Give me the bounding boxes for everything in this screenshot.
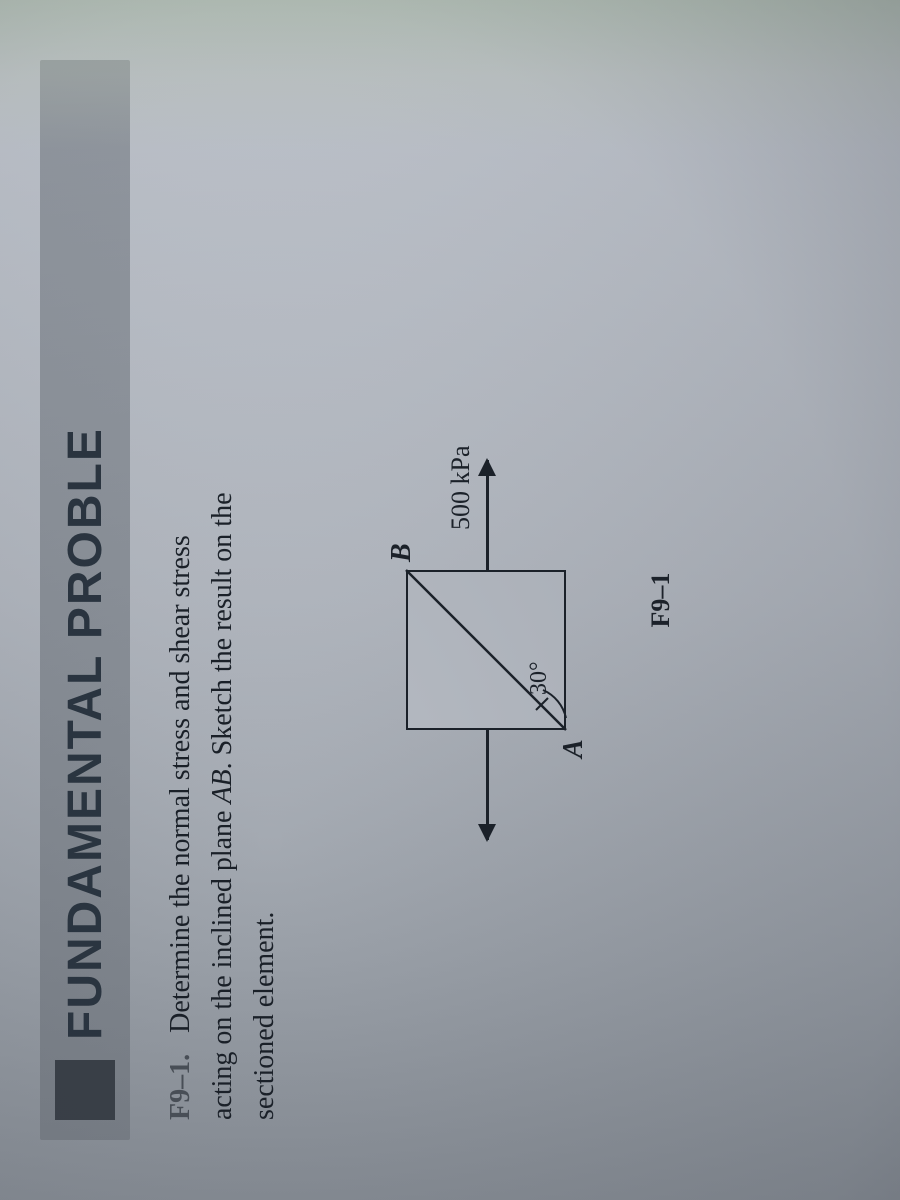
inclined-plane-line bbox=[406, 570, 566, 730]
point-b-label: B bbox=[386, 543, 418, 562]
point-a-label: A bbox=[558, 739, 590, 758]
stress-diagram: A B 30° 500 kPa bbox=[366, 350, 616, 850]
stress-value-label: 500 kPa bbox=[446, 446, 476, 531]
section-header: FUNDAMENTAL PROBLE bbox=[40, 60, 130, 1140]
problem-line2b: . Sketch the result on the bbox=[207, 493, 238, 770]
problem-line3: sectioned element. bbox=[249, 912, 280, 1120]
problem-line1: Determine the normal stress and shear st… bbox=[165, 535, 196, 1033]
problem-statement: F9–1. Determine the normal stress and sh… bbox=[160, 60, 286, 1140]
textbook-page: FUNDAMENTAL PROBLE F9–1. Determine the n… bbox=[0, 0, 900, 1200]
plane-ref: AB bbox=[207, 769, 238, 803]
problem-number: F9–1. bbox=[165, 1054, 196, 1120]
header-title: FUNDAMENTAL PROBLE bbox=[58, 427, 113, 1040]
header-square-icon bbox=[55, 1060, 115, 1120]
right-stress-arrow bbox=[486, 460, 489, 570]
left-stress-arrow bbox=[486, 730, 489, 840]
angle-label: 30° bbox=[526, 661, 553, 695]
problem-line2a: acting on the inclined plane bbox=[207, 804, 238, 1120]
figure-container: A B 30° 500 kPa F9–1 bbox=[366, 60, 676, 1140]
figure-caption: F9–1 bbox=[646, 573, 676, 628]
